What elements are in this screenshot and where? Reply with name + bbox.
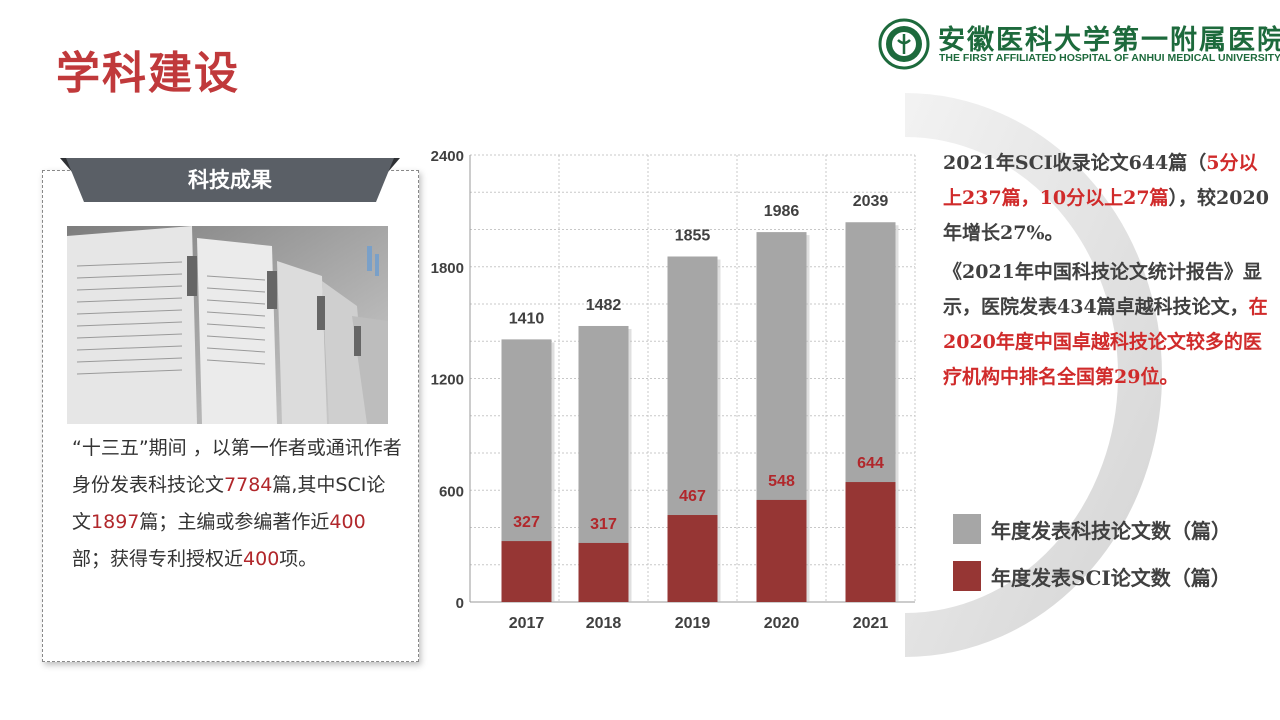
summary-highlight: 在2020年度中国卓越科技论文较多的医疗机构中排名全国第29位。	[943, 296, 1268, 388]
x-tick-label: 2021	[853, 615, 889, 632]
summary-paragraph-2: 《2021年中国科技论文统计报告》显示，医院发表434篇卓越科技论文，在2020…	[943, 255, 1273, 395]
x-tick-label: 2018	[586, 615, 622, 632]
bar-sci-2018	[578, 542, 629, 602]
sci-count: 1897	[91, 511, 140, 533]
stacked-papers-photo	[67, 226, 388, 424]
logo-name-cn: 安徽医科大学第一附属医院	[938, 25, 1280, 56]
legend-label-sci: 年度发表SCI论文数（篇）	[991, 565, 1231, 590]
book-count: 400	[329, 511, 366, 533]
x-tick-label: 2017	[509, 615, 545, 632]
y-tick-label: 600	[439, 483, 464, 500]
x-tick-label: 2019	[675, 615, 711, 632]
data-label-sci: 317	[590, 516, 617, 533]
summary-text: 2021年SCI收录论文644篇（5分以上237篇，10分以上27篇），较202…	[943, 146, 1273, 399]
data-label-total: 2039	[853, 193, 889, 210]
bar-sci-2020	[756, 499, 807, 602]
data-label-total: 1986	[764, 203, 800, 220]
legend-swatch-total	[953, 514, 981, 544]
achievements-text: “十三五”期间 ，以第一作者或通讯作者身份发表科技论文7784篇,其中SCI论文…	[72, 430, 402, 578]
logo-name-en: THE FIRST AFFILIATED HOSPITAL OF ANHUI M…	[939, 52, 1280, 64]
data-label-total: 1855	[675, 228, 711, 245]
legend-item-total: 年度发表科技论文数（篇）	[953, 514, 1231, 544]
text-part: 篇；主编或参编著作近	[139, 511, 330, 533]
hospital-emblem-icon	[878, 18, 930, 70]
x-tick-label: 2020	[764, 615, 800, 632]
legend-swatch-sci	[953, 561, 981, 591]
y-tick-label: 1800	[431, 260, 464, 277]
panel-header-shape	[60, 158, 400, 202]
y-tick-label: 1200	[431, 372, 464, 389]
text-part: 篇,其中SCI论文	[72, 474, 386, 533]
bar-sci-2017	[501, 541, 552, 602]
summary-text-part: 2021年SCI收录论文644篇（	[943, 152, 1207, 174]
summary-text-part: 《2021年中国科技论文统计报告》显示，医院发表434篇卓越科技论文，	[943, 261, 1262, 318]
data-label-total: 1482	[586, 297, 622, 314]
text-part: 部；获得专利授权近	[72, 548, 244, 570]
text-part: 项。	[279, 548, 318, 570]
y-tick-label: 0	[456, 595, 464, 612]
page-title: 学科建设	[56, 48, 240, 99]
data-label-sci: 644	[857, 455, 884, 472]
text-part: “十三五”期间 ，以第一作者或通讯作者身份发表科技论文	[72, 437, 402, 496]
legend-item-sci: 年度发表SCI论文数（篇）	[953, 561, 1231, 591]
summary-highlight: 5分以上237篇，10分以上27篇	[943, 152, 1258, 209]
data-label-total: 1410	[509, 310, 545, 327]
bar-sci-2019	[667, 515, 718, 602]
summary-text-part: ），较2020年增长27%。	[943, 187, 1269, 244]
bar-sci-2021	[845, 482, 896, 602]
data-label-sci: 467	[679, 488, 706, 505]
panel-header: 科技成果	[60, 158, 400, 210]
y-tick-label: 2400	[431, 148, 464, 165]
legend-label-total: 年度发表科技论文数（篇）	[991, 518, 1231, 543]
data-label-sci: 327	[513, 514, 540, 531]
patent-count: 400	[243, 548, 280, 570]
summary-paragraph-1: 2021年SCI收录论文644篇（5分以上237篇，10分以上27篇），较202…	[943, 146, 1273, 251]
hospital-logo: 安徽医科大学第一附属医院 THE FIRST AFFILIATED HOSPIT…	[878, 16, 1280, 72]
paper-count: 7784	[224, 474, 273, 496]
panel-header-title: 科技成果	[188, 168, 272, 192]
data-label-sci: 548	[768, 473, 795, 490]
